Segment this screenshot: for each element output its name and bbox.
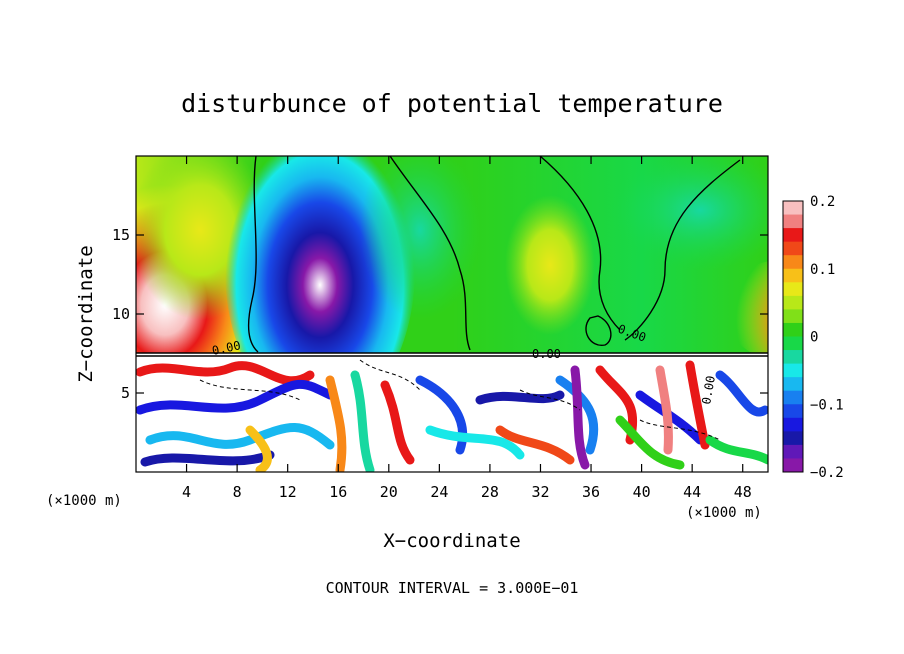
colorbar-swatch — [783, 201, 803, 216]
colorbar: 0.2 0.1 0 −0.1 −0.2 — [782, 194, 844, 481]
dashed-contours — [199, 359, 721, 441]
contour-label: 0.00 — [211, 338, 242, 358]
x-unit-label-right: (×1000 m) — [686, 505, 762, 521]
colorbar-swatch — [783, 417, 803, 432]
colorbar-swatch — [783, 363, 803, 378]
colorbar-swatch — [783, 458, 803, 473]
colorbar-swatch — [783, 282, 803, 297]
colorbar-swatch — [783, 268, 803, 283]
chart-title: disturbunce of potential temperature — [181, 89, 723, 118]
y-tick-label: 10 — [112, 305, 130, 323]
teal-upper-right — [610, 156, 768, 270]
x-axis-label: X−coordinate — [383, 530, 520, 552]
y-tick-label: 15 — [112, 226, 130, 244]
x-tick-label: 12 — [279, 483, 297, 501]
colorbar-swatch — [783, 309, 803, 324]
x-axis: 4 8 12 16 20 24 28 32 36 40 44 48 — [182, 156, 752, 501]
colorbar-swatch — [783, 295, 803, 310]
colorbar-swatch — [783, 255, 803, 270]
colorbar-tick-label: −0.1 — [810, 397, 844, 413]
x-tick-label: 28 — [481, 483, 499, 501]
colorbar-swatch — [783, 390, 803, 405]
lower-layer-eddies — [136, 360, 768, 472]
colorbar-swatch — [783, 444, 803, 459]
x-tick-label: 24 — [430, 483, 448, 501]
contour-label: 0.00 — [532, 347, 561, 361]
x-tick-label: 40 — [633, 483, 651, 501]
y-tick-label: 5 — [121, 384, 130, 402]
x-tick-label: 36 — [582, 483, 600, 501]
warm-anomaly-mid — [505, 195, 595, 335]
colorbar-tick-label: −0.2 — [810, 465, 844, 481]
colorbar-swatch — [783, 228, 803, 243]
colorbar-tick-label: 0.2 — [810, 194, 835, 210]
colorbar-tick-label: 0.1 — [810, 262, 835, 278]
x-tick-label: 8 — [233, 483, 242, 501]
x-tick-label: 4 — [182, 483, 191, 501]
colorbar-swatch — [783, 431, 803, 446]
x-tick-label: 44 — [683, 483, 701, 501]
colorbar-swatch — [783, 350, 803, 365]
teal-band — [360, 156, 480, 320]
colorbar-swatch — [783, 336, 803, 351]
x-tick-label: 20 — [380, 483, 398, 501]
colorbar-swatch — [783, 404, 803, 419]
heatmap-field — [136, 156, 768, 472]
x-tick-label: 16 — [329, 483, 347, 501]
colorbar-swatch — [783, 214, 803, 229]
contour-label: 0.00 — [699, 375, 718, 406]
warm-anomaly-right — [725, 261, 768, 359]
y-axis-label: Z−coordinate — [75, 245, 97, 382]
x-unit-label-left: (×1000 m) — [46, 493, 122, 509]
colorbar-frame — [782, 200, 804, 473]
colorbar-tick-label: 0 — [810, 330, 818, 346]
y-axis: 5 10 15 — [112, 226, 768, 402]
x-tick-label: 48 — [734, 483, 752, 501]
colorbar-swatch — [783, 241, 803, 256]
zero-contours — [136, 156, 768, 357]
colorbar-swatch — [783, 377, 803, 392]
x-tick-label: 32 — [531, 483, 549, 501]
contour-interval-note: CONTOUR INTERVAL = 3.000E−01 — [326, 579, 579, 597]
colorbar-swatch — [783, 322, 803, 337]
